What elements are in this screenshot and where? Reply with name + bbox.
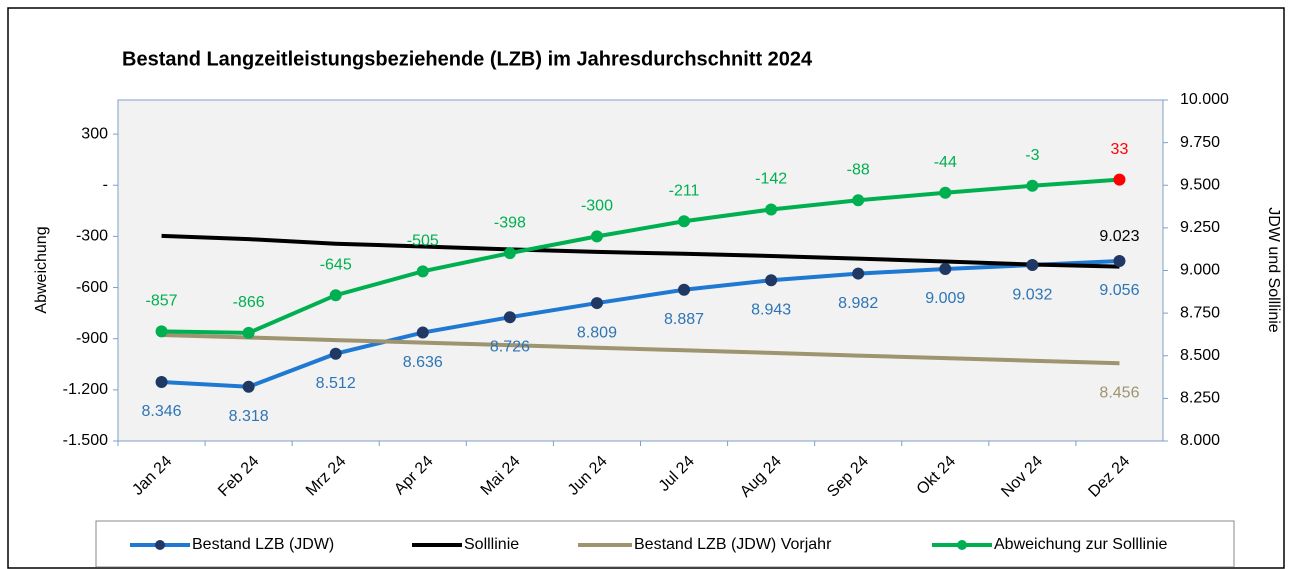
data-point [678,215,691,228]
data-label: -300 [581,198,613,215]
data-point [242,380,255,393]
data-label: 8.512 [316,375,356,392]
data-label: -142 [755,171,787,188]
data-point [852,194,865,207]
data-point [678,283,691,296]
series-line [161,233,1120,269]
data-point [1026,259,1039,272]
data-point [329,347,342,360]
y2-tick-label: 8.750 [1180,304,1220,321]
series-line [161,258,1120,389]
legend-label: Bestand LZB (JDW) Vorjahr [634,536,832,553]
data-label: 8.943 [751,301,791,318]
data-point [765,203,778,216]
legend-label: Bestand LZB (JDW) [192,536,334,553]
chart-title: Bestand Langzeitleistungsbeziehende (LZB… [122,48,813,70]
y2-tick-label: 10.000 [1180,91,1229,108]
legend-marker [155,540,165,550]
data-point [1026,179,1039,192]
data-label: -866 [233,294,265,311]
data-label: -645 [320,256,352,273]
data-point [1113,173,1126,186]
y2-tick-label: 9.500 [1180,176,1220,193]
data-label: 8.346 [142,403,182,420]
data-point [939,262,952,275]
data-label: 9.032 [1012,286,1052,303]
y-tick-label: -600 [76,279,108,296]
y2-axis-title: JDW und Solllinie [1265,207,1282,332]
legend-label: Solllinie [464,536,519,553]
data-point [416,326,429,339]
legend-marker [957,540,967,550]
y2-tick-label: 8.250 [1180,390,1220,407]
y-tick-label: -300 [76,228,108,245]
y-axis-title: Abweichung [33,226,50,313]
data-label: 8.809 [577,324,617,341]
y2-tick-label: 8.000 [1180,432,1220,449]
data-point [242,326,255,339]
data-point [503,311,516,324]
data-point [329,289,342,302]
data-point [503,247,516,260]
legend-label: Abweichung zur Solllinie [994,536,1168,553]
data-point [155,376,168,389]
data-point [939,186,952,199]
data-label: 8.636 [403,354,443,371]
data-point [590,297,603,310]
data-label: -88 [847,161,870,178]
data-label: 8.456 [1099,384,1139,401]
data-label: 8.318 [229,408,269,425]
data-label: 9.023 [1099,228,1139,245]
y-tick-label: -900 [76,330,108,347]
data-label: 9.056 [1099,282,1139,299]
data-point [1113,254,1126,267]
data-label: 33 [1111,141,1129,158]
data-label: 8.887 [664,311,704,328]
data-label: -505 [407,233,439,250]
data-label: 8.726 [490,338,530,355]
data-point [155,325,168,338]
y2-tick-label: 8.500 [1180,347,1220,364]
data-point [765,274,778,287]
data-label: -3 [1025,147,1039,164]
series-line [161,177,1120,335]
plot-area [117,99,1164,442]
y2-tick-label: 9.000 [1180,262,1220,279]
data-label: 9.009 [925,290,965,307]
data-label: -44 [934,154,957,171]
series-line [161,332,1120,366]
y-tick-label: - [103,176,108,193]
data-label: -398 [494,214,526,231]
y-tick-label: -1.500 [63,432,108,449]
y2-tick-label: 9.750 [1180,134,1220,151]
data-point [416,265,429,278]
data-label: -857 [146,293,178,310]
y-tick-label: 300 [81,125,108,142]
data-label: -211 [669,182,700,199]
data-label: 8.982 [838,295,878,312]
y-tick-label: -1.200 [63,381,108,398]
data-point [852,267,865,280]
legend [95,520,1235,568]
y2-tick-label: 9.250 [1180,219,1220,236]
data-point [590,230,603,243]
